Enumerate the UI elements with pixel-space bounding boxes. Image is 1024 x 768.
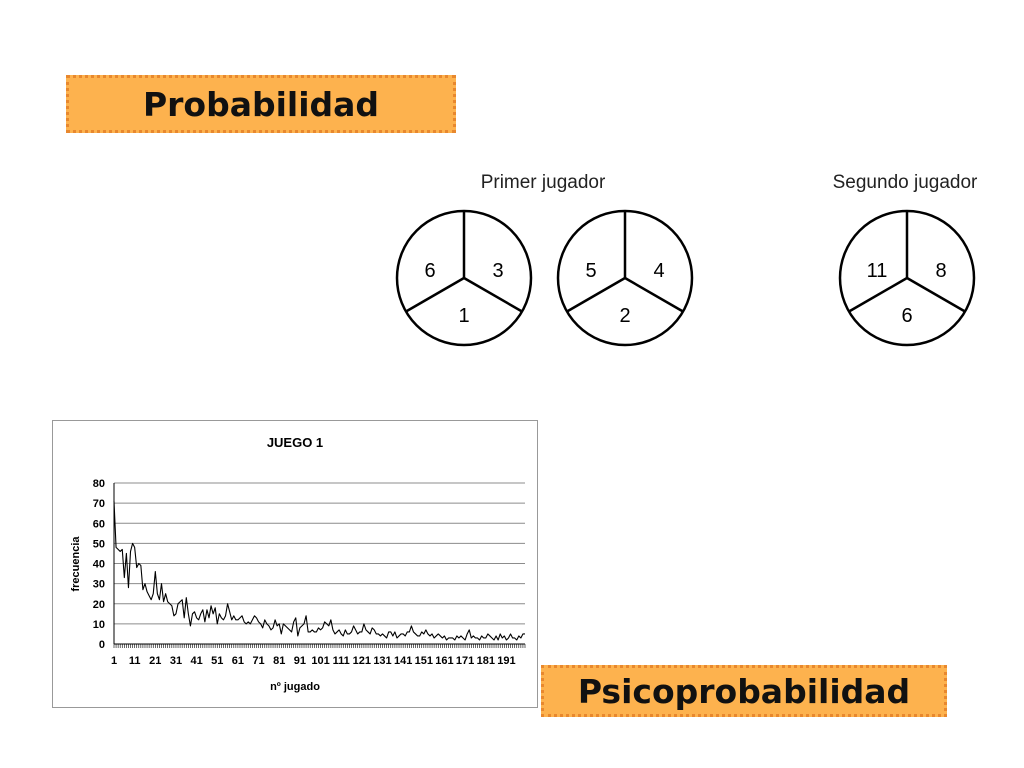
wheel2-bottom-value: 2: [619, 305, 630, 327]
x-tick-label: 101: [311, 655, 329, 667]
x-tick-label: 41: [190, 655, 202, 667]
x-tick-label: 111: [333, 655, 350, 667]
wheel2-left-value: 5: [585, 260, 596, 282]
x-tick-label: 121: [353, 655, 371, 667]
x-tick-label: 91: [294, 655, 306, 667]
x-tick-label: 51: [211, 655, 223, 667]
y-tick-label: 40: [93, 559, 105, 571]
y-tick-label: 60: [93, 518, 105, 530]
wheel1-left-value: 6: [424, 260, 435, 282]
wheel3-left-value: 11: [867, 260, 888, 282]
title-probabilidad-text: Probabilidad: [142, 84, 380, 124]
x-tick-label: 21: [149, 655, 161, 667]
x-tick-label: 191: [497, 655, 515, 667]
wheel3-bottom-value: 6: [901, 305, 912, 327]
spinner-wheel-2: 5 4 2: [556, 209, 694, 347]
group2-label: Segundo jugador: [833, 172, 978, 193]
title-psicoprobabilidad: Psicoprobabilidad: [541, 665, 947, 717]
title-psicoprobabilidad-text: Psicoprobabilidad: [577, 671, 911, 711]
y-tick-label: 0: [99, 639, 105, 651]
y-tick-label: 50: [93, 538, 105, 550]
x-tick-label: 1: [111, 655, 117, 667]
x-tick-label: 71: [252, 655, 264, 667]
x-tick-label: 151: [415, 655, 433, 667]
x-tick-label: 61: [232, 655, 244, 667]
group1-label: Primer jugador: [481, 172, 606, 193]
wheel1-bottom-value: 1: [458, 305, 469, 327]
wheel1-right-value: 3: [492, 260, 503, 282]
y-tick-label: 70: [93, 498, 105, 510]
x-tick-label: 181: [477, 655, 495, 667]
wheel2-right-value: 4: [653, 260, 664, 282]
x-tick-label: 11: [129, 655, 141, 667]
title-probabilidad: Probabilidad: [66, 75, 456, 133]
x-tick-label: 171: [456, 655, 474, 667]
x-tick-label: 81: [273, 655, 285, 667]
y-tick-label: 30: [93, 579, 105, 591]
spinner-diagrams: Primer jugador Segundo jugador 6 3 1 5 4…: [370, 160, 1010, 360]
x-axis-label: nº jugado: [270, 681, 320, 693]
y-axis-label: frecuencia: [70, 536, 82, 592]
line-chart: JUEGO 1 nº jugado frecuencia 0 10 20 30 40 50…: [52, 420, 538, 708]
x-tick-label: 31: [170, 655, 182, 667]
y-tick-label: 20: [93, 599, 105, 611]
x-tick-label: 131: [373, 655, 391, 667]
x-tick-label: 161: [435, 655, 453, 667]
series-line: [113, 501, 525, 641]
y-tick-label: 80: [93, 478, 105, 490]
wheel3-right-value: 8: [935, 260, 946, 282]
x-tick-label: 141: [394, 655, 412, 667]
y-tick-label: 10: [93, 619, 105, 631]
spinner-wheel-3: 11 8 6: [838, 209, 976, 347]
spinner-wheel-1: 6 3 1: [395, 209, 533, 347]
chart-title: JUEGO 1: [267, 435, 323, 450]
